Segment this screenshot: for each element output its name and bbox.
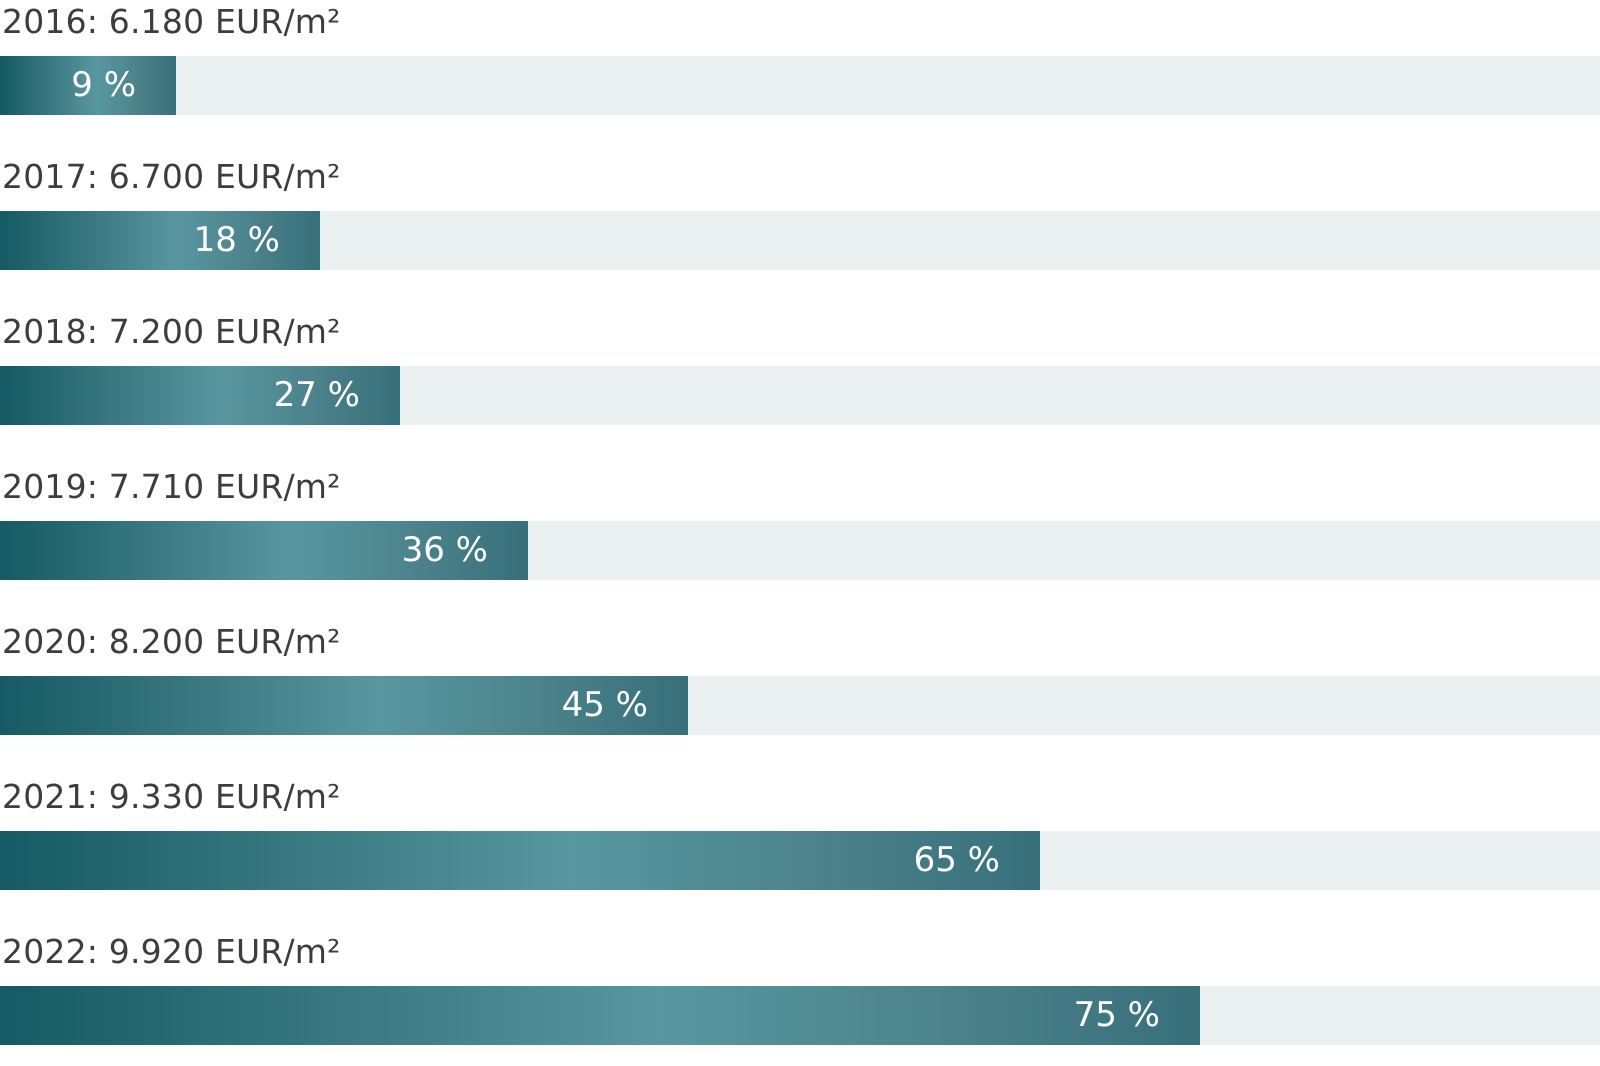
bar-track: 45 %: [0, 676, 1600, 735]
category-label: 2018: 7.200 EUR/m²: [2, 312, 341, 351]
bar: 36 %: [0, 521, 528, 580]
bar: 9 %: [0, 56, 176, 115]
category-label: 2017: 6.700 EUR/m²: [2, 157, 341, 196]
value-label: 65 %: [913, 840, 1000, 880]
bar-track: 27 %: [0, 366, 1600, 425]
value-label: 36 %: [401, 530, 488, 570]
bar-track: 9 %: [0, 56, 1600, 115]
bar: 18 %: [0, 211, 320, 270]
value-label: 45 %: [561, 685, 648, 725]
bar-track: 75 %: [0, 986, 1600, 1045]
value-label: 9 %: [71, 65, 136, 105]
bar-row: 2020: 8.200 EUR/m² 45 %: [0, 620, 1600, 740]
bar-row: 2018: 7.200 EUR/m² 27 %: [0, 310, 1600, 430]
bar: 45 %: [0, 676, 688, 735]
bar-row: 2016: 6.180 EUR/m² 9 %: [0, 0, 1600, 120]
category-label: 2019: 7.710 EUR/m²: [2, 467, 341, 506]
value-label: 75 %: [1073, 995, 1160, 1035]
bar-row: 2022: 9.920 EUR/m² 75 %: [0, 930, 1600, 1050]
bar-track: 65 %: [0, 831, 1600, 890]
bar-row: 2021: 9.330 EUR/m² 65 %: [0, 775, 1600, 895]
category-label: 2016: 6.180 EUR/m²: [2, 2, 341, 41]
bar-track: 18 %: [0, 211, 1600, 270]
bar-row: 2019: 7.710 EUR/m² 36 %: [0, 465, 1600, 585]
category-label: 2021: 9.330 EUR/m²: [2, 777, 341, 816]
bar-row: 2017: 6.700 EUR/m² 18 %: [0, 155, 1600, 275]
bar: 75 %: [0, 986, 1200, 1045]
category-label: 2020: 8.200 EUR/m²: [2, 622, 341, 661]
category-label: 2022: 9.920 EUR/m²: [2, 932, 341, 971]
bar: 65 %: [0, 831, 1040, 890]
bar: 27 %: [0, 366, 400, 425]
value-label: 27 %: [273, 375, 360, 415]
bar-track: 36 %: [0, 521, 1600, 580]
value-label: 18 %: [193, 220, 280, 260]
